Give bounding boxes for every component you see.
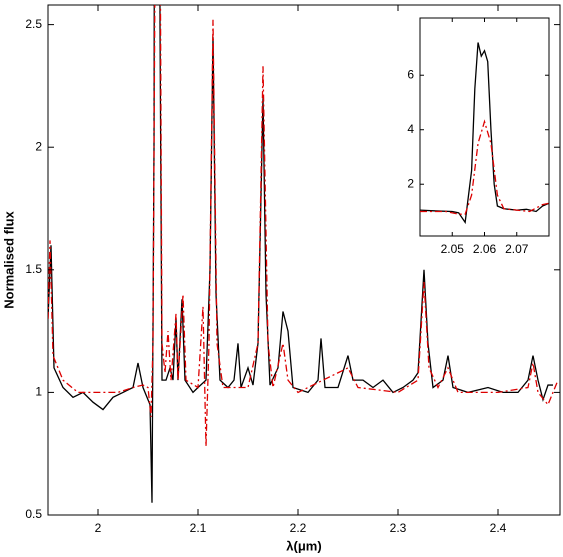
y-tick-label: 1.5 bbox=[25, 262, 42, 276]
x-axis-label: λ(μm) bbox=[286, 538, 321, 553]
spectrum-line bbox=[420, 119, 549, 215]
series-group bbox=[48, 5, 559, 503]
x-tick-label: 2.05 bbox=[441, 242, 465, 256]
y-tick-label: 1 bbox=[35, 385, 42, 399]
x-tick-label: 2.2 bbox=[290, 521, 307, 535]
y-tick-label: 6 bbox=[407, 67, 414, 81]
plot-frame bbox=[419, 17, 550, 237]
y-tick-label: 2 bbox=[35, 139, 42, 153]
x-tick-label: 2.06 bbox=[473, 242, 497, 256]
y-tick-label: 4 bbox=[407, 122, 414, 136]
x-tick-label: 2 bbox=[95, 521, 102, 535]
y-tick-label: 2 bbox=[407, 176, 414, 190]
y-tick-label: 0.5 bbox=[25, 507, 42, 521]
y-axis-label: Normalised flux bbox=[1, 210, 16, 308]
x-tick-label: 2.07 bbox=[505, 242, 529, 256]
y-tick-label: 2.5 bbox=[25, 17, 42, 31]
x-tick-label: 2.4 bbox=[490, 521, 507, 535]
x-tick-label: 2.1 bbox=[190, 521, 207, 535]
spectrum-line bbox=[48, 5, 559, 447]
x-tick-label: 2.3 bbox=[390, 521, 407, 535]
series-group bbox=[420, 42, 549, 225]
